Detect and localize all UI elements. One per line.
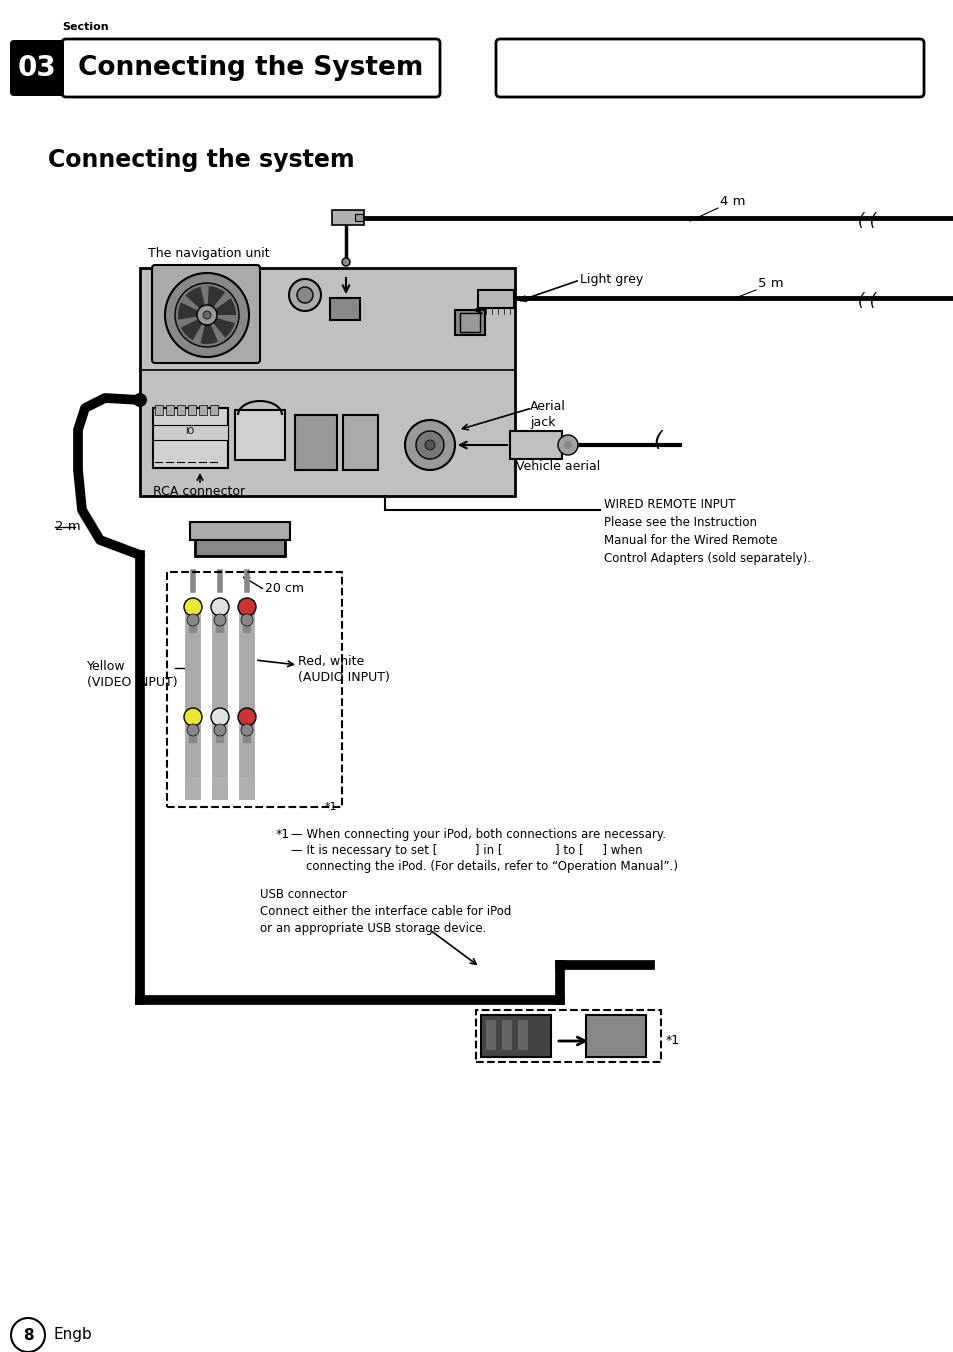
Bar [234,410,285,460]
Text: 03: 03 [17,54,56,82]
Text: Connecting the system: Connecting the system [48,147,355,172]
Text: — When connecting your iPod, both connections are necessary.: — When connecting your iPod, both connec… [291,827,665,841]
Bar [459,314,479,333]
FancyBboxPatch shape [152,265,260,362]
Text: WIRED REMOTE INPUT
Please see the Instruction
Manual for the Wired Remote
Contro: WIRED REMOTE INPUT Please see the Instru… [603,498,810,565]
Text: connecting the iPod. (For details, refer to “Operation Manual”.): connecting the iPod. (For details, refer… [291,860,678,873]
Text: RCA connector: RCA connector [152,485,245,498]
Text: Section: Section [62,22,109,32]
Text: Aerial
jack: Aerial jack [530,400,565,429]
Text: 20 cm: 20 cm [265,581,304,595]
Bar [477,289,514,308]
Text: Red, white
(AUDIO INPUT): Red, white (AUDIO INPUT) [297,654,390,684]
Bar [239,600,254,800]
Bar [166,406,173,415]
Text: IO: IO [185,427,194,437]
Bar [332,210,364,224]
Bar [501,1019,512,1051]
Text: 4 m: 4 m [720,195,744,208]
Text: ( (: ( ( [857,212,876,230]
Bar [355,214,363,220]
Circle shape [289,279,320,311]
Text: (: ( [652,430,661,450]
Circle shape [211,598,229,617]
Circle shape [213,614,226,626]
Text: USB connector
Connect either the interface cable for iPod
or an appropriate USB : USB connector Connect either the interfa… [260,888,511,936]
Text: Connecting the System: Connecting the System [78,55,423,81]
Text: Engb: Engb [54,1328,92,1343]
Circle shape [237,598,255,617]
Bar [343,415,377,470]
Bar [480,1015,551,1057]
Wedge shape [200,315,217,343]
Wedge shape [185,287,207,315]
Circle shape [341,258,350,266]
Wedge shape [178,303,207,319]
Text: Yellow
(VIDEO INPUT): Yellow (VIDEO INPUT) [87,660,177,690]
Bar [190,522,290,539]
Circle shape [405,420,455,470]
Bar [185,600,201,800]
Bar [210,406,218,415]
Text: 8: 8 [23,1328,33,1343]
FancyBboxPatch shape [496,39,923,97]
Circle shape [187,725,199,735]
Circle shape [296,287,313,303]
Bar [154,406,163,415]
Bar [585,1015,645,1057]
Bar [152,408,228,468]
Wedge shape [207,287,225,315]
Bar [167,572,341,807]
Bar [212,600,228,800]
Text: 5 m: 5 m [758,277,782,289]
Circle shape [416,431,443,458]
Text: 2 m: 2 m [55,521,81,533]
Text: Light grey: Light grey [579,273,642,287]
Bar [455,310,484,335]
Circle shape [213,725,226,735]
Bar [177,406,185,415]
Bar [188,406,195,415]
Circle shape [11,1318,45,1352]
Circle shape [165,273,249,357]
Wedge shape [181,315,207,341]
Circle shape [184,598,202,617]
Wedge shape [207,315,234,338]
Bar [517,1019,527,1051]
Text: ( (: ( ( [857,292,876,310]
Circle shape [187,614,199,626]
Bar [294,415,336,470]
FancyBboxPatch shape [62,39,439,97]
Circle shape [132,393,147,407]
Circle shape [241,725,253,735]
Wedge shape [207,299,235,315]
Text: *1: *1 [324,802,336,813]
Text: The navigation unit: The navigation unit [148,247,270,260]
Circle shape [241,614,253,626]
Circle shape [563,441,572,449]
Circle shape [558,435,578,456]
Circle shape [174,283,239,347]
Bar [199,406,207,415]
Bar [194,526,285,556]
Circle shape [203,311,211,319]
Bar [140,268,515,496]
Text: Vehicle aerial: Vehicle aerial [516,460,599,473]
Circle shape [184,708,202,726]
Circle shape [196,306,216,324]
Circle shape [424,439,435,450]
Text: — It is necessary to set [          ] in [              ] to [     ] when: — It is necessary to set [ ] in [ ] to [… [291,844,642,857]
Text: *1: *1 [275,827,290,841]
Bar [485,1019,496,1051]
Bar [330,297,359,320]
Circle shape [237,708,255,726]
Bar [476,1010,660,1063]
FancyBboxPatch shape [10,41,64,96]
Bar [510,431,561,458]
Text: *1: *1 [665,1034,679,1048]
Circle shape [211,708,229,726]
Bar [152,425,228,439]
